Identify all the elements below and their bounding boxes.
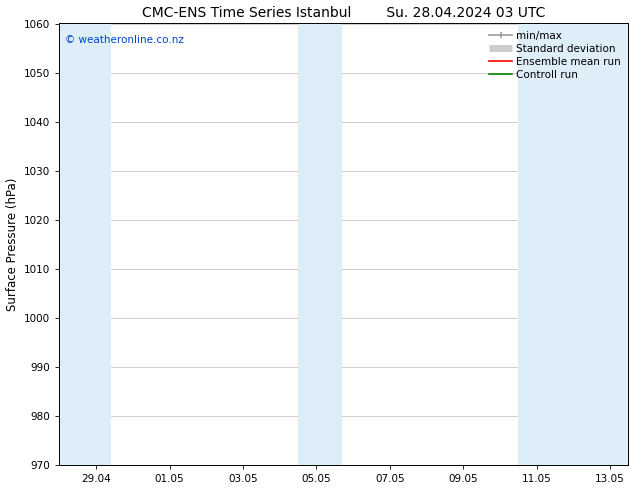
Title: CMC-ENS Time Series Istanbul        Su. 28.04.2024 03 UTC: CMC-ENS Time Series Istanbul Su. 28.04.2… bbox=[142, 5, 546, 20]
Text: © weatheronline.co.nz: © weatheronline.co.nz bbox=[65, 35, 184, 45]
Legend: min/max, Standard deviation, Ensemble mean run, Controll run: min/max, Standard deviation, Ensemble me… bbox=[485, 26, 625, 84]
Bar bbox=[298, 24, 342, 465]
Bar bbox=[519, 24, 628, 465]
Y-axis label: Surface Pressure (hPa): Surface Pressure (hPa) bbox=[6, 178, 18, 311]
Bar bbox=[60, 24, 111, 465]
